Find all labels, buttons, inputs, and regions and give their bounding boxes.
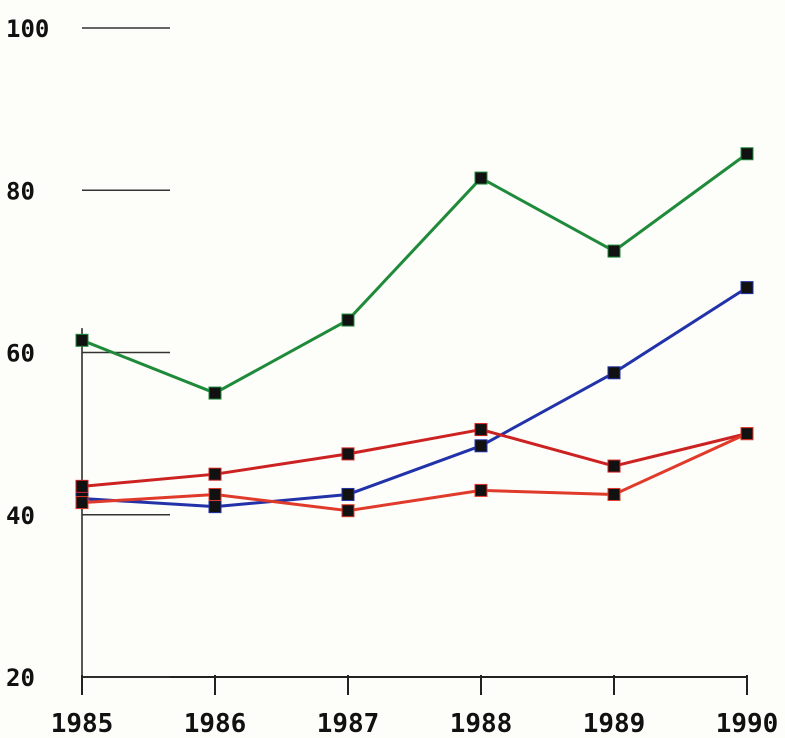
data-point-marker: [607, 244, 621, 258]
y-tick-label: 60: [6, 340, 35, 368]
y-tick-labels: 20 40 60 80 100: [6, 15, 49, 692]
data-point-marker: [75, 333, 89, 347]
x-tick-labels: 1985 1986 1987 1988 1989 1990: [51, 709, 779, 738]
data-point-marker: [607, 487, 621, 501]
data-point-marker: [607, 366, 621, 380]
series-line: [81, 286, 748, 509]
data-point-marker: [208, 487, 222, 501]
axes: [81, 27, 748, 695]
data-point-marker: [208, 386, 222, 400]
data-point-marker: [474, 171, 488, 185]
series-lines: [75, 147, 754, 518]
data-point-marker: [341, 313, 355, 327]
data-point-marker: [208, 467, 222, 481]
data-point-marker: [740, 281, 754, 295]
data-point-marker: [474, 423, 488, 437]
x-tick-label: 1988: [450, 709, 513, 738]
series-line: [81, 432, 748, 513]
data-point-marker: [474, 483, 488, 497]
data-point-marker: [341, 447, 355, 461]
data-point-marker: [75, 496, 89, 510]
y-tick-label: 100: [6, 15, 49, 43]
y-tick-label: 20: [6, 664, 35, 692]
series-line: [81, 152, 748, 395]
data-point-marker: [341, 504, 355, 518]
data-point-marker: [607, 459, 621, 473]
x-tick-label: 1987: [317, 709, 380, 738]
data-point-marker: [474, 439, 488, 453]
data-point-marker: [341, 487, 355, 501]
x-tick-label: 1990: [716, 709, 779, 738]
data-point-marker: [208, 500, 222, 514]
data-point-marker: [740, 427, 754, 441]
y-tick-label: 40: [6, 502, 35, 530]
series-line: [81, 428, 748, 488]
x-tick-label: 1989: [583, 709, 646, 738]
data-point-marker: [75, 479, 89, 493]
x-tick-label: 1986: [184, 709, 247, 738]
x-tick-label: 1985: [51, 709, 114, 738]
y-tick-label: 80: [6, 177, 35, 205]
data-point-marker: [740, 147, 754, 161]
